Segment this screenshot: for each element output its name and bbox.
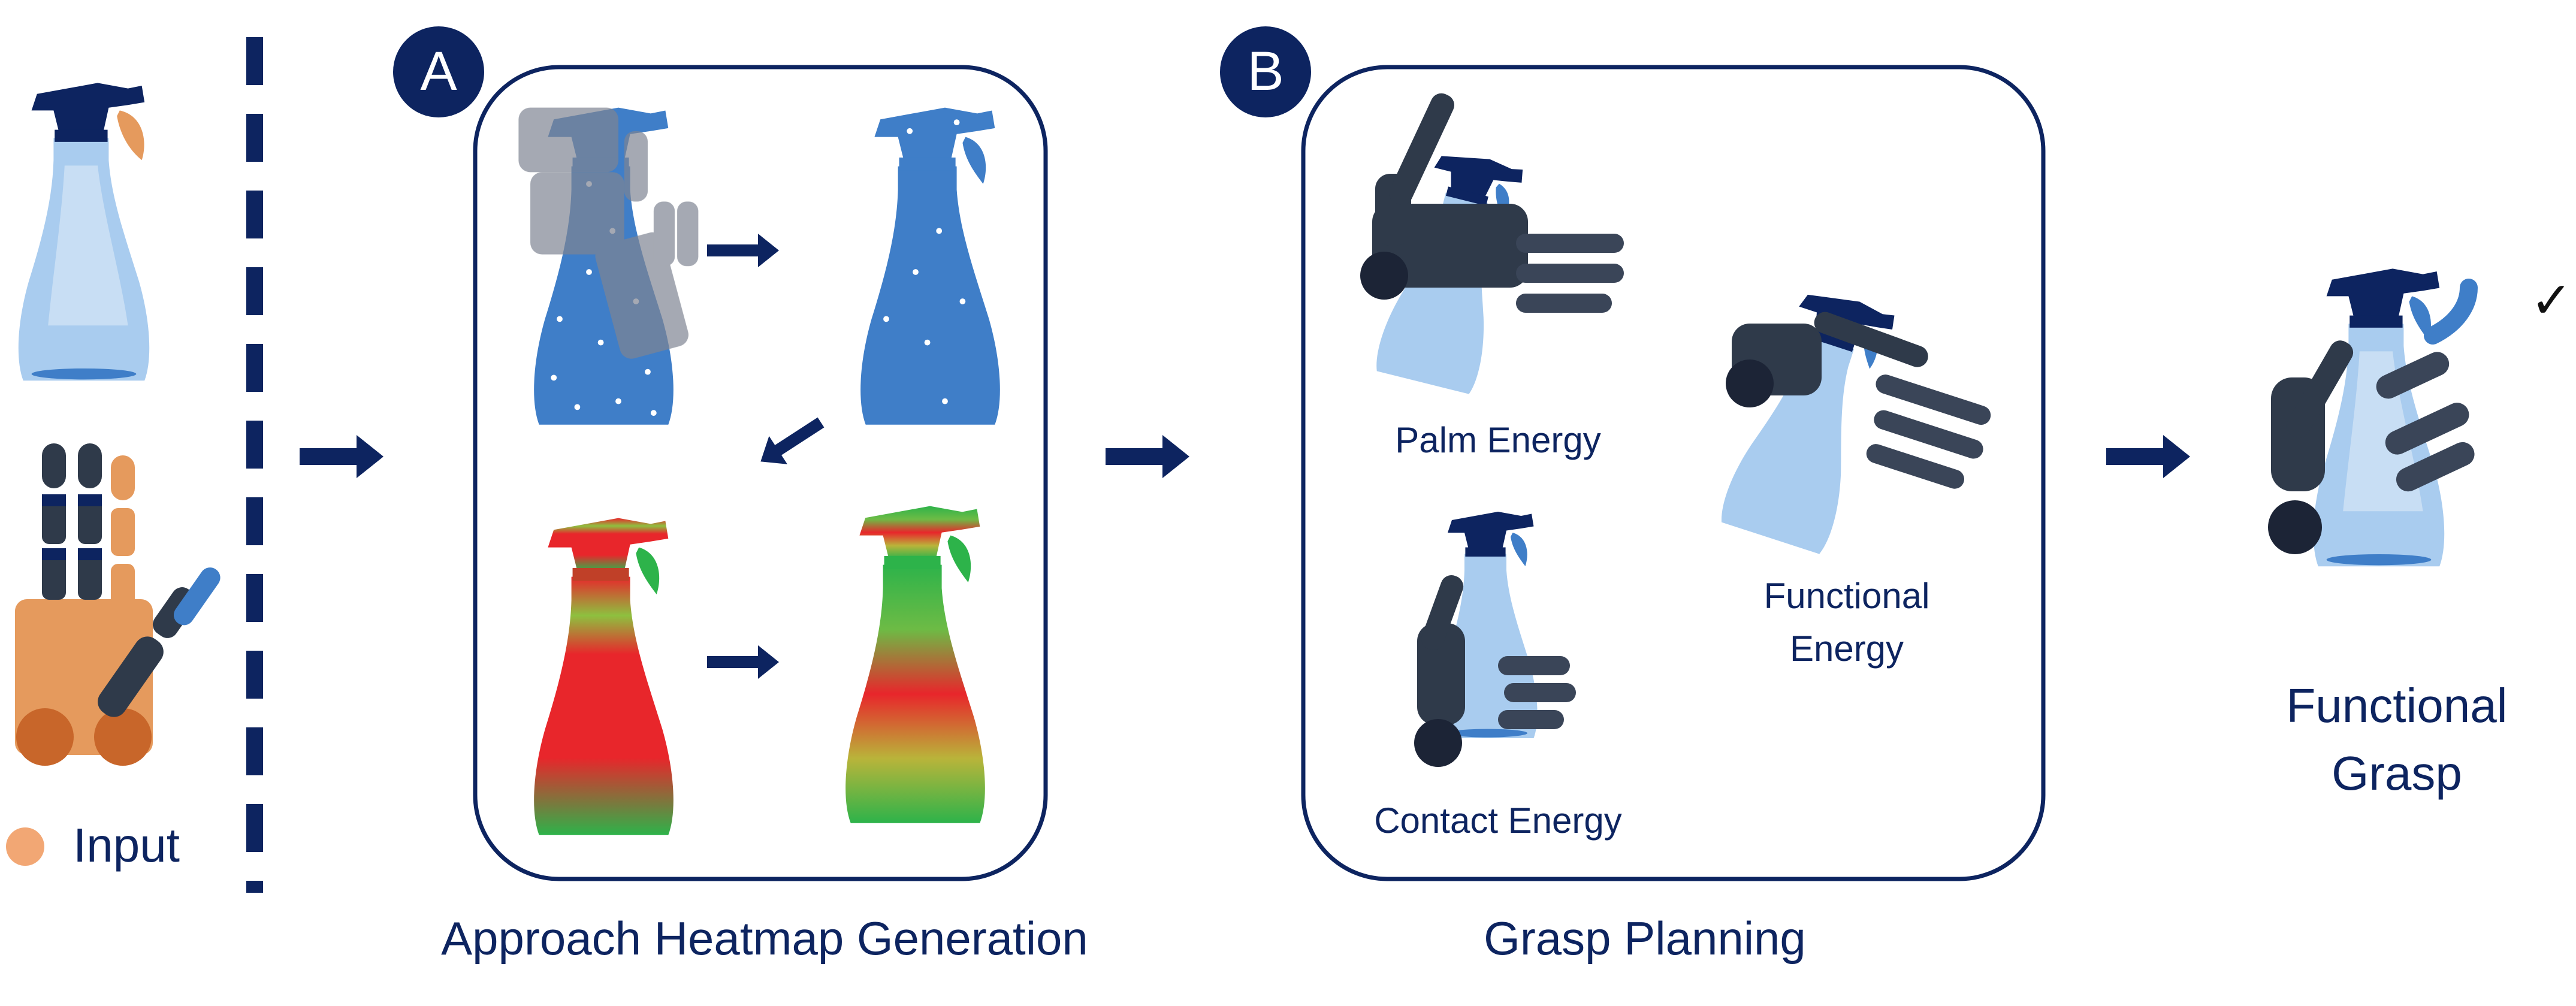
functional-grasp-label-line2: Grasp (2332, 747, 2462, 800)
functional-grasp-result (2268, 268, 2478, 567)
functional-grasp-label-line1: Functional (2286, 679, 2507, 732)
arrow-right-icon (2106, 435, 2190, 478)
section-a-badge (393, 26, 484, 117)
a-bottle-points (860, 107, 1000, 425)
arrow-right-icon (707, 234, 779, 267)
input-legend-dot (6, 827, 44, 866)
section-a-badge-letter: A (420, 41, 457, 102)
arrow-right-icon (300, 435, 383, 478)
section-b-badge (1220, 26, 1311, 117)
a-bottle-approach (518, 107, 699, 425)
palm-energy-label: Palm Energy (1395, 420, 1600, 460)
arrow-right-icon (707, 645, 779, 679)
section-a-caption: Approach Heatmap Generation (441, 912, 1088, 965)
a-heatmap-bottle-refined (845, 506, 985, 823)
input-label: Input (73, 818, 180, 872)
contact-energy-grasp (1414, 512, 1576, 767)
arrow-diagonal-icon (751, 408, 831, 476)
section-b-panel (1301, 65, 2046, 881)
arrow-right-icon (1106, 435, 1189, 478)
a-heatmap-bottle-initial (534, 518, 674, 835)
section-b-badge-letter: B (1247, 41, 1284, 102)
section-a-panel (473, 65, 1048, 881)
contact-energy-label: Contact Energy (1374, 800, 1622, 841)
input-robot-hand-icon (15, 443, 221, 766)
input-bottle (18, 83, 150, 381)
check-icon: ✓ (2530, 272, 2572, 328)
palm-energy-grasp (1360, 93, 1624, 395)
functional-energy-label-line1: Functional (1764, 576, 1930, 616)
functional-energy-label-line2: Energy (1790, 629, 1904, 669)
functional-energy-grasp (1717, 284, 1991, 555)
section-b-caption: Grasp Planning (1484, 912, 1806, 965)
